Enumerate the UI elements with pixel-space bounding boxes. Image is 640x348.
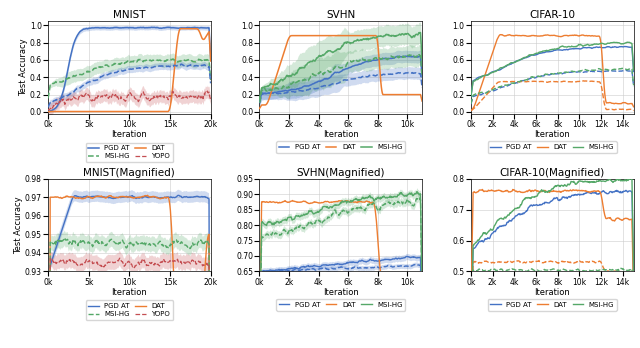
Title: CIFAR-10: CIFAR-10 <box>529 10 575 20</box>
Y-axis label: Test Accuracy: Test Accuracy <box>19 39 28 96</box>
Legend: PGD AT, DAT, MSI-HG: PGD AT, DAT, MSI-HG <box>488 299 617 311</box>
Title: SVHN(Magnified): SVHN(Magnified) <box>296 168 385 178</box>
X-axis label: Iteration: Iteration <box>323 288 358 297</box>
X-axis label: Iteration: Iteration <box>111 130 147 139</box>
Legend: PGD AT, DAT, MSI-HG: PGD AT, DAT, MSI-HG <box>488 141 617 153</box>
X-axis label: Iteration: Iteration <box>534 288 570 297</box>
Legend: PGD AT, DAT, MSI-HG: PGD AT, DAT, MSI-HG <box>276 299 405 311</box>
Title: SVHN: SVHN <box>326 10 355 20</box>
Title: CIFAR-10(Magnified): CIFAR-10(Magnified) <box>500 168 605 178</box>
X-axis label: Iteration: Iteration <box>534 130 570 139</box>
Title: MNIST(Magnified): MNIST(Magnified) <box>83 168 175 178</box>
Legend: PGD AT, DAT, MSI-HG: PGD AT, DAT, MSI-HG <box>276 141 405 153</box>
Legend: PGD AT, MSI-HG, DAT, YOPO: PGD AT, MSI-HG, DAT, YOPO <box>86 143 173 162</box>
X-axis label: Iteration: Iteration <box>323 130 358 139</box>
Title: MNIST: MNIST <box>113 10 145 20</box>
Y-axis label: Test Accuracy: Test Accuracy <box>14 196 24 254</box>
Legend: PGD AT, MSI-HG, DAT, YOPO: PGD AT, MSI-HG, DAT, YOPO <box>86 300 173 320</box>
X-axis label: Iteration: Iteration <box>111 288 147 297</box>
